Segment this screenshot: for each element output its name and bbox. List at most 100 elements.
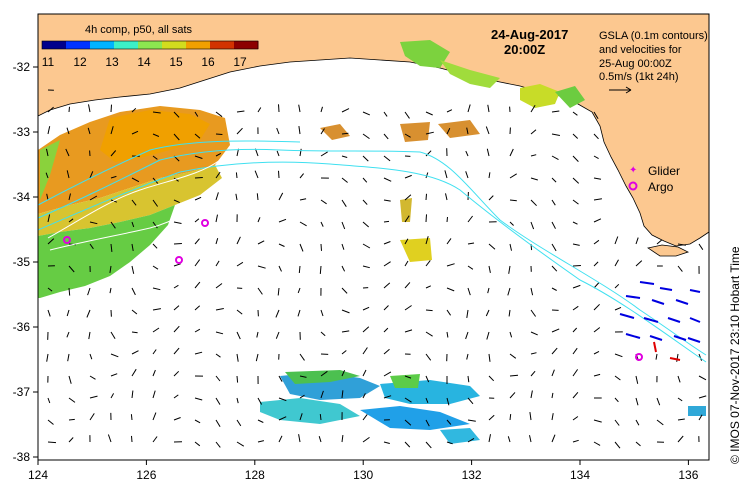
velocity-vector [47,214,51,223]
velocity-vector [635,375,639,384]
velocity-vector [278,265,282,272]
velocity-vector [194,177,203,179]
velocity-vector [275,331,280,339]
velocity-vector [614,306,622,311]
velocity-vector [236,127,243,135]
velocity-vectors [45,89,707,449]
velocity-vector [593,373,601,377]
velocity-vector [425,375,430,383]
velocity-vector [507,287,511,296]
velocity-vector [278,218,287,223]
velocity-vector [68,193,71,201]
velocity-vector [362,326,370,333]
velocity-vector [299,221,307,227]
velocity-vector [572,243,580,246]
velocity-vector [47,309,51,317]
velocity-vector [320,309,324,317]
velocity-vector [341,309,350,314]
velocity-vector [46,353,49,362]
velocity-vector [173,111,180,118]
velocity-vector [257,419,264,423]
x-tick-label: 136 [678,468,698,482]
velocity-vector [572,347,578,355]
velocity-vector [614,441,621,449]
velocity-vector [68,418,75,421]
velocity-vector [236,309,243,315]
velocity-vector [445,193,448,201]
argo-float[interactable] [635,353,643,361]
colorbar-swatch [162,41,187,49]
velocity-vector [278,243,285,247]
velocity-vector [509,414,512,421]
velocity-vector [467,375,470,383]
velocity-vector [425,111,433,116]
velocity-vector [383,155,391,162]
velocity-vector [404,174,412,179]
velocity-vector [593,441,601,446]
velocity-vector [215,283,223,289]
velocity-vector [404,215,410,223]
velocity-vector [68,437,74,443]
velocity-vector [298,104,301,113]
velocity-vector [677,397,683,402]
velocity-vector [488,375,495,382]
velocity-vector [404,441,411,448]
velocity-vector [215,308,224,311]
x-tick-label: 134 [570,468,590,482]
velocity-vector [194,133,201,139]
colorbar-tick-label: 17 [233,55,247,69]
velocity-vector [383,305,389,311]
velocity-vector [152,327,160,333]
argo-float[interactable] [201,219,209,227]
colorbar-swatch [42,41,67,49]
velocity-vector [383,371,392,377]
velocity-vector [465,150,469,157]
velocity-vector [194,259,201,267]
velocity-vector [152,133,160,137]
velocity-vector [152,265,159,270]
velocity-vector [299,394,305,399]
velocity-vector [656,397,661,406]
velocity-vector [383,111,388,117]
velocity-vector [341,155,348,158]
x-tick-label: 130 [353,468,373,482]
argo-float[interactable] [63,236,71,244]
velocity-vector [488,414,495,421]
velocity-vector [593,111,599,119]
velocity-vector [318,436,322,443]
velocity-vector [593,303,600,311]
map-frame [37,13,710,461]
velocity-vector [87,287,91,296]
velocity-vector [446,397,450,406]
velocity-vector [551,133,560,136]
velocity-vector [446,216,448,223]
velocity-vector [530,287,534,296]
velocity-vector [109,265,112,273]
velocity-vector [362,347,368,355]
velocity-vector [572,305,579,311]
scale-arrow-icon [609,86,632,94]
velocity-vector [593,177,602,180]
velocity-vector [278,192,284,201]
velocity-vector [68,375,72,384]
velocity-vector [487,287,490,294]
velocity-vector [47,287,53,292]
velocity-vector [215,260,220,267]
velocity-vector [89,243,94,250]
velocity-vector [446,331,449,338]
velocity-vector [614,259,619,267]
velocity-vector [593,133,599,140]
y-tick-label: -33 [13,125,31,139]
velocity-vector [235,193,238,201]
velocity-vector [509,221,514,226]
gsla-contours [37,140,707,363]
velocity-vector [173,347,180,355]
velocity-vector [320,370,328,377]
velocity-vector [466,353,469,360]
velocity-vector [320,199,327,205]
argo-float[interactable] [175,256,183,264]
white-contours [47,159,221,251]
colorbar-swatches [42,41,259,49]
velocity-vector [257,217,261,223]
velocity-vector [110,126,114,135]
